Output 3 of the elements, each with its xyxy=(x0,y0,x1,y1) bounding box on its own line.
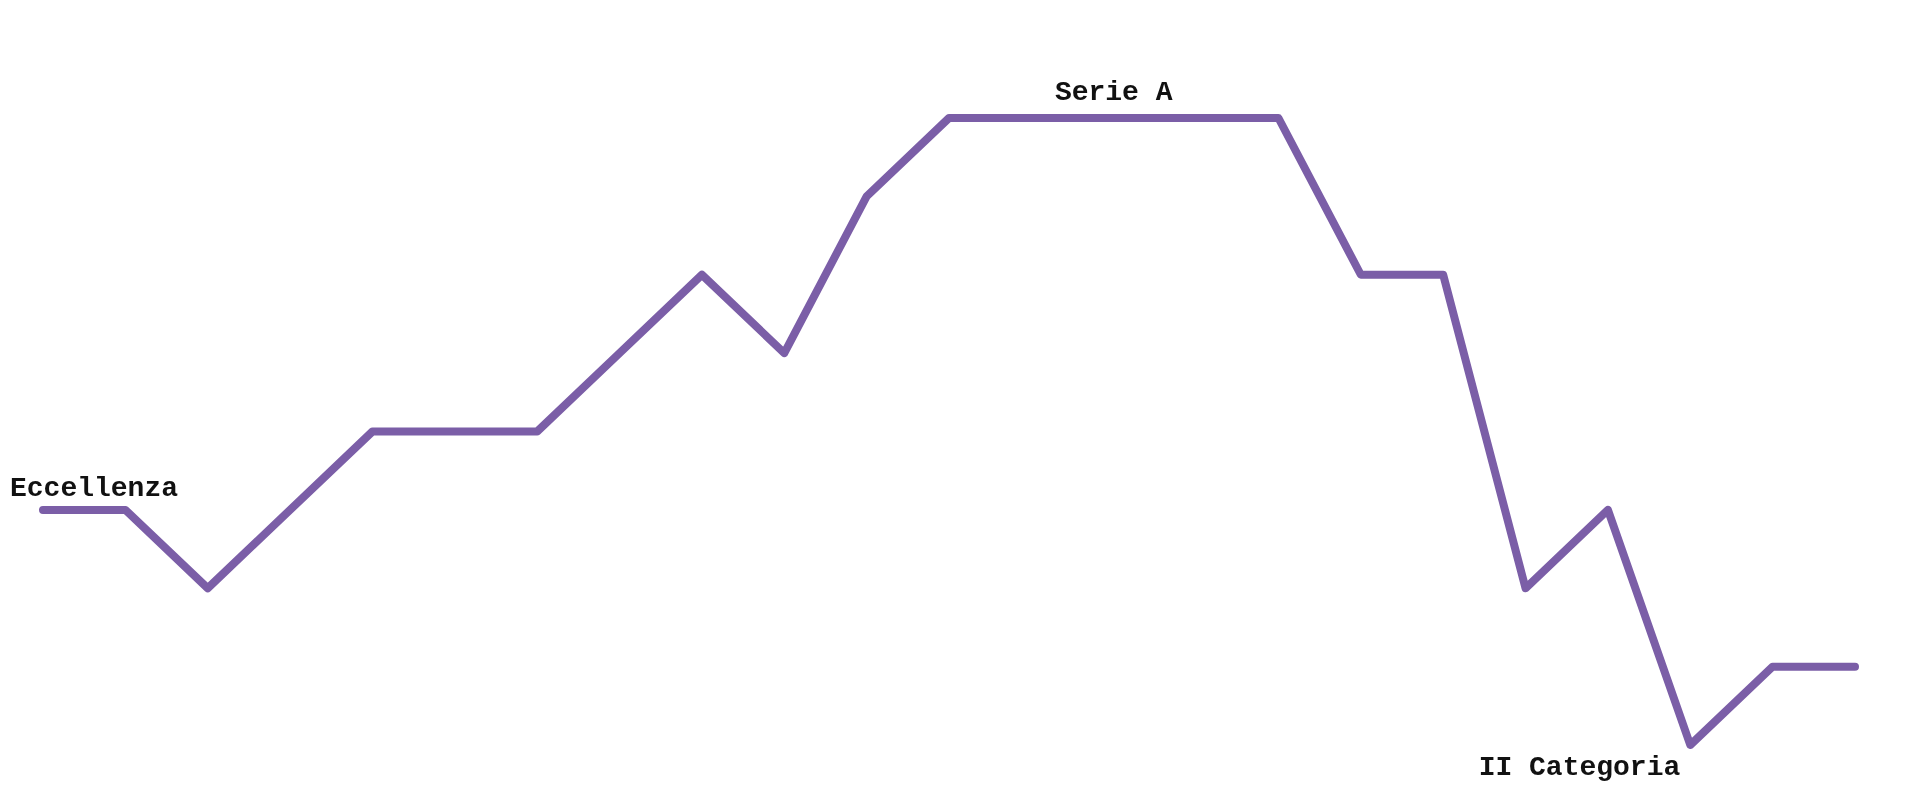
annotation: Eccellenza xyxy=(10,472,179,504)
annotation: Serie A xyxy=(1054,77,1173,108)
text: II Categoria xyxy=(1478,752,1681,783)
